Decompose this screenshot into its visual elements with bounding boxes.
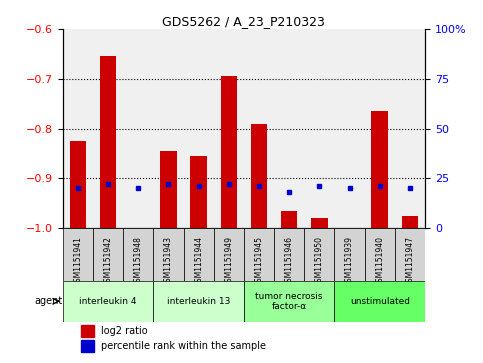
Bar [221, 76, 237, 228]
Bar [334, 228, 365, 281]
Bar [123, 228, 154, 281]
Text: GSM1151948: GSM1151948 [134, 236, 143, 287]
Bar [402, 216, 418, 228]
Text: GSM1151946: GSM1151946 [284, 236, 294, 287]
Title: GDS5262 / A_23_P210323: GDS5262 / A_23_P210323 [162, 15, 326, 28]
Bar [93, 228, 123, 281]
Bar [281, 211, 298, 228]
Bar [213, 228, 244, 281]
Text: GSM1151942: GSM1151942 [103, 236, 113, 287]
Text: GSM1151940: GSM1151940 [375, 236, 384, 287]
Bar [63, 228, 93, 281]
Bar [395, 228, 425, 281]
Text: GSM1151939: GSM1151939 [345, 236, 354, 287]
Bar [190, 156, 207, 228]
Bar [365, 228, 395, 281]
Bar [251, 124, 267, 228]
Bar [184, 228, 213, 281]
Bar [70, 141, 86, 228]
Text: GSM1151945: GSM1151945 [255, 236, 264, 287]
Text: unstimulated: unstimulated [350, 297, 410, 306]
Text: GSM1151943: GSM1151943 [164, 236, 173, 287]
Text: GSM1151949: GSM1151949 [224, 236, 233, 287]
Bar [100, 56, 116, 228]
Text: interleukin 13: interleukin 13 [167, 297, 230, 306]
Text: GSM1151941: GSM1151941 [73, 236, 83, 287]
Text: interleukin 4: interleukin 4 [79, 297, 137, 306]
Bar [154, 281, 244, 322]
Text: log2 ratio: log2 ratio [101, 326, 147, 336]
Text: agent: agent [35, 296, 63, 306]
Text: tumor necrosis
factor-α: tumor necrosis factor-α [256, 291, 323, 311]
Text: percentile rank within the sample: percentile rank within the sample [101, 342, 266, 351]
Bar [311, 218, 327, 228]
Bar [244, 228, 274, 281]
Bar [154, 228, 184, 281]
Bar [274, 228, 304, 281]
Bar [304, 228, 334, 281]
Bar [81, 340, 94, 352]
Bar [160, 151, 177, 228]
Bar [81, 325, 94, 337]
Bar [244, 281, 334, 322]
Bar [63, 281, 154, 322]
Text: GSM1151950: GSM1151950 [315, 236, 324, 287]
Bar [334, 281, 425, 322]
Text: GSM1151947: GSM1151947 [405, 236, 414, 287]
Bar [371, 111, 388, 228]
Text: GSM1151944: GSM1151944 [194, 236, 203, 287]
